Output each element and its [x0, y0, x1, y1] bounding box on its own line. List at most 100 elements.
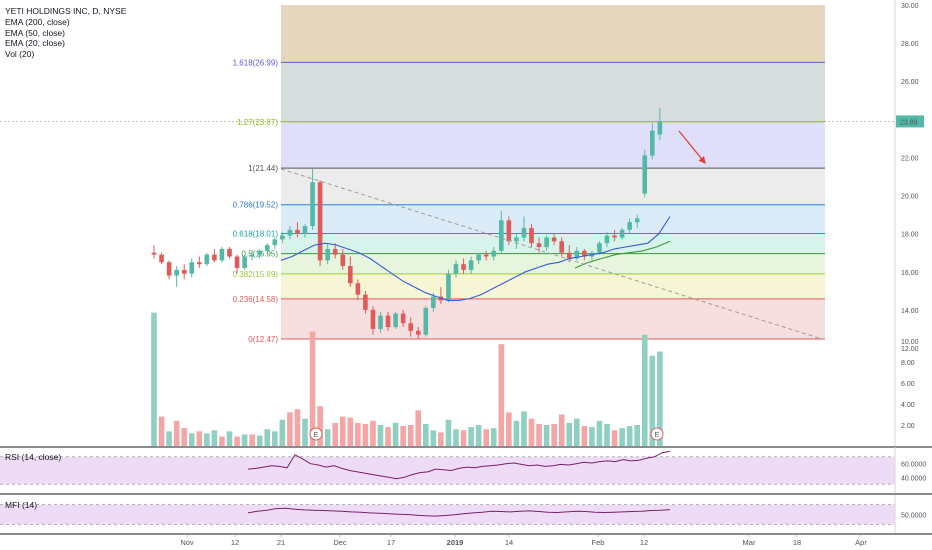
price-axis-tick: 30.00: [901, 3, 919, 10]
volume-bar: [370, 420, 376, 446]
earnings-marker-label: E: [655, 432, 660, 439]
price-axis-tick: 14.00: [901, 308, 919, 315]
candle: [544, 237, 549, 248]
candle: [408, 323, 413, 331]
volume-bar: [377, 425, 384, 446]
volume-bar: [611, 430, 618, 446]
candle: [582, 250, 587, 257]
price-axis-tick: 28.00: [901, 41, 919, 48]
candle: [529, 227, 534, 244]
volume-bar: [181, 428, 187, 446]
candle: [446, 273, 451, 301]
mfi-pane-label[interactable]: MFI (14): [5, 500, 38, 510]
symbol-title[interactable]: YETI HOLDINGS INC, D, NYSE: [5, 6, 127, 16]
volume-bar: [294, 409, 301, 446]
time-axis-tick: 17: [387, 538, 395, 547]
ema50-legend[interactable]: EMA (50, close): [5, 27, 65, 38]
volume-bar: [317, 406, 323, 446]
volume-bar: [158, 416, 165, 446]
earnings-marker: [650, 427, 664, 441]
projection-arrow: [678, 130, 706, 164]
volume-bar: [490, 428, 497, 446]
time-axis-tick: 2019: [447, 538, 464, 547]
volume-bar: [649, 355, 656, 446]
volume-bar: [241, 434, 248, 446]
candle: [264, 245, 270, 251]
mfi-line: [247, 507, 671, 517]
ema200-legend[interactable]: EMA (200, close): [5, 16, 70, 27]
candle: [423, 307, 429, 335]
volume-axis-tick: 8.00: [901, 360, 915, 367]
earnings-marker-label: E: [314, 432, 319, 439]
time-axis-tick: 12: [640, 538, 648, 547]
candle: [514, 237, 519, 242]
fib-zone: [281, 273, 825, 299]
volume-bar: [430, 430, 437, 446]
volume-bar: [173, 420, 180, 446]
candle: [159, 254, 164, 263]
fib-level-label: 0.786(19.52): [233, 201, 279, 210]
volume-bar: [596, 420, 603, 446]
volume-bar: [619, 428, 625, 446]
candle: [181, 269, 187, 274]
candle: [499, 220, 504, 251]
ema20-line: [280, 216, 671, 301]
rsi-pane-label[interactable]: RSI (14, close): [5, 452, 62, 462]
candle: [559, 241, 564, 253]
candle: [566, 252, 572, 259]
volume-bar: [543, 425, 550, 446]
ema20-legend[interactable]: EMA (20, close): [5, 38, 65, 49]
volume-bar: [475, 425, 482, 446]
volume-bar: [634, 425, 640, 446]
volume-bar: [256, 435, 263, 446]
candle: [310, 182, 315, 227]
volume-bar: [604, 423, 610, 446]
fib-level-label: 1(21.44): [248, 164, 278, 173]
fib-level-label: 1.27(23.87): [237, 118, 278, 127]
rsi-line: [247, 450, 671, 480]
candle: [536, 243, 542, 248]
candle: [197, 262, 202, 265]
candle: [483, 254, 489, 257]
vol-legend[interactable]: Vol (20): [5, 49, 35, 60]
volume-bar: [385, 427, 391, 446]
volume-bar: [551, 423, 557, 446]
volume-bar: [211, 430, 218, 446]
volume-bar: [498, 344, 505, 446]
candle: [348, 266, 353, 284]
volume-bar: [521, 411, 527, 446]
volume-bar: [468, 427, 474, 446]
ema50-line: [574, 240, 671, 269]
volume-bar: [581, 426, 588, 446]
volume-bar: [234, 436, 240, 446]
time-axis-tick: 18: [793, 538, 801, 547]
volume-bar: [445, 419, 452, 446]
candle: [317, 182, 323, 261]
candle: [506, 220, 512, 242]
candle: [287, 229, 293, 236]
candle: [370, 309, 376, 329]
candle: [355, 283, 361, 295]
volume-bar: [347, 417, 354, 446]
candle: [302, 226, 308, 234]
volume-bar: [287, 412, 293, 446]
fib-zone: [281, 233, 825, 254]
volume-bar: [657, 351, 663, 446]
time-axis-tick: Nov: [180, 538, 194, 547]
candle: [174, 269, 179, 276]
candle: [385, 315, 391, 328]
volume-bar: [589, 427, 595, 446]
volume-bar: [355, 422, 361, 446]
mfi-axis-tick: 50.0000: [901, 513, 926, 520]
candle: [650, 130, 655, 156]
time-axis-tick: 14: [505, 538, 513, 547]
volume-bar: [264, 429, 271, 446]
volume-axis-tick: 6.00: [901, 381, 915, 388]
candle: [612, 235, 617, 238]
price-axis-tick: 16.00: [901, 270, 919, 277]
candle: [597, 243, 602, 253]
candle: [295, 229, 300, 234]
candle: [453, 264, 459, 274]
fib-level-label: 0(12.47): [248, 335, 278, 344]
